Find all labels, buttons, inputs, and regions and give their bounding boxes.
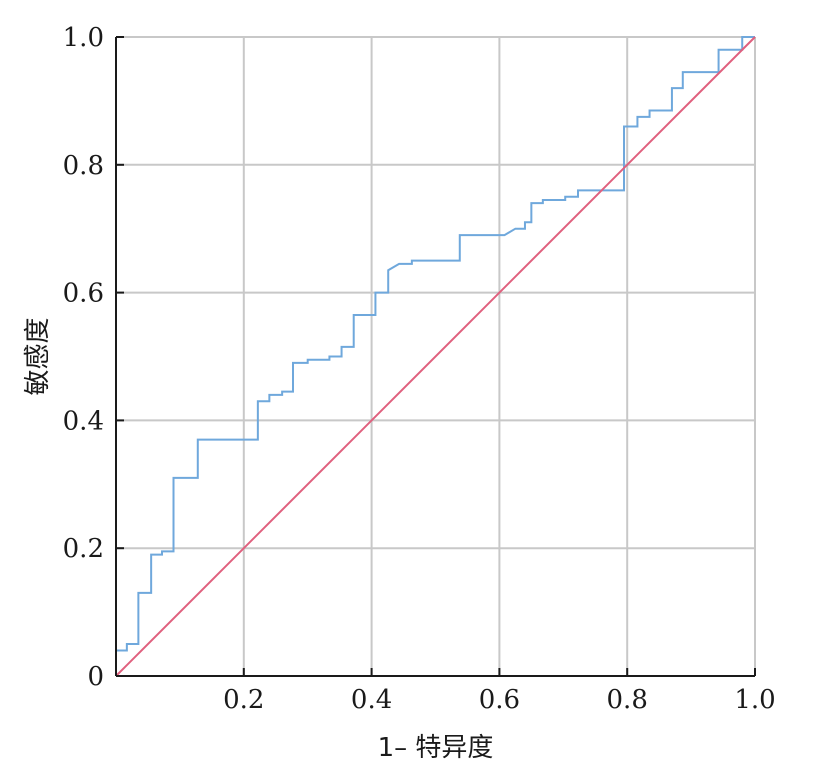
y-tick-label: 1.0 [63, 23, 104, 53]
y-tick-label: 0.8 [63, 151, 104, 181]
x-tick-label: 0.2 [223, 685, 264, 715]
axes [115, 36, 756, 677]
x-tick-label: 0.8 [607, 685, 648, 715]
x-tick-label: 0.4 [351, 685, 392, 715]
x-tick-label: 0.6 [479, 685, 520, 715]
y-tick-label: 0.2 [63, 534, 104, 564]
series-lines [115, 36, 756, 677]
reference-diagonal-line [115, 36, 756, 677]
y-tick-label: 0.4 [63, 406, 104, 436]
x-tick-label: 1.0 [734, 685, 775, 715]
y-axis-title: 敏感度 [23, 317, 53, 395]
roc-curve [116, 36, 755, 652]
y-tick-label: 0 [87, 662, 104, 692]
grid-lines [116, 36, 756, 676]
x-axis-title: 1– 特异度 [378, 733, 494, 763]
tick-labels: 0 0.2 0.4 0.6 0.8 1.0 0.2 0.4 0.6 0.8 1.0 [63, 23, 776, 715]
y-tick-label: 0.6 [63, 279, 104, 309]
